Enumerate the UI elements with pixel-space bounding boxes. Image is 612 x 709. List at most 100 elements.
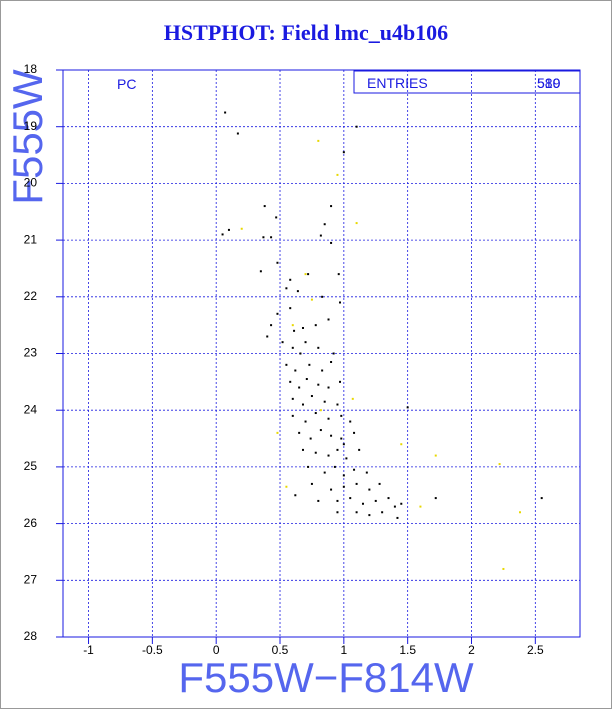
point [374, 499, 377, 502]
point [406, 406, 409, 409]
y-tick-label: 21 [24, 232, 38, 246]
point [285, 363, 288, 366]
point [327, 318, 330, 321]
point [308, 363, 311, 366]
point [285, 287, 288, 290]
point [434, 497, 437, 500]
stats-label: ENTRIES [367, 75, 428, 91]
point [301, 403, 304, 406]
point [291, 397, 294, 400]
point [340, 437, 343, 440]
point [365, 471, 368, 474]
point [327, 454, 330, 457]
point [275, 216, 278, 219]
point [319, 234, 322, 237]
y-tick-label: 19 [24, 119, 38, 133]
point [289, 380, 292, 383]
point [336, 511, 339, 514]
x-tick-label: 2.5 [527, 643, 544, 657]
point [368, 514, 371, 517]
point [289, 278, 292, 281]
chart-title: HSTPHOT: Field lmc_u4b106 [164, 20, 448, 45]
point [419, 505, 422, 508]
point [355, 511, 358, 514]
y-axis-label: F555W [4, 69, 51, 205]
point [368, 488, 371, 491]
point [393, 505, 396, 508]
point [336, 403, 339, 406]
point [355, 125, 358, 128]
point [281, 341, 284, 344]
point [332, 352, 335, 355]
plot-frame [62, 69, 581, 638]
x-tick-label: -1 [83, 643, 94, 657]
point [355, 222, 358, 225]
point [333, 465, 336, 468]
point [330, 488, 333, 491]
point [270, 236, 273, 239]
x-axis-label: F555W−F814W [178, 654, 474, 701]
point [378, 482, 381, 485]
point [298, 386, 301, 389]
point [270, 324, 273, 327]
point [294, 494, 297, 497]
point [263, 205, 266, 208]
point [540, 497, 543, 500]
point [285, 485, 288, 488]
point [307, 465, 310, 468]
point [314, 451, 317, 454]
y-tick-label: 22 [24, 289, 38, 303]
x-tick-label: 1.5 [399, 643, 416, 657]
point [276, 431, 279, 434]
point [339, 380, 342, 383]
point [336, 499, 339, 502]
y-tick-label: 24 [24, 402, 38, 416]
point [304, 341, 307, 344]
point [301, 326, 304, 329]
point [298, 431, 301, 434]
y-tick-label: 23 [24, 346, 38, 360]
point [330, 434, 333, 437]
point [355, 482, 358, 485]
point [291, 414, 294, 417]
point [342, 485, 345, 488]
point [314, 324, 317, 327]
point [353, 431, 356, 434]
point [310, 482, 313, 485]
y-tick-label: 18 [24, 62, 38, 76]
y-tick-label: 20 [24, 176, 38, 190]
point [323, 471, 326, 474]
point [336, 448, 339, 451]
point [400, 502, 403, 505]
x-tick-label: 1 [340, 643, 347, 657]
point [304, 420, 307, 423]
point [327, 386, 330, 389]
point [330, 361, 333, 364]
point [321, 295, 324, 298]
point [351, 397, 354, 400]
point [336, 173, 339, 176]
point [381, 511, 384, 514]
point [276, 261, 279, 264]
point [262, 236, 265, 239]
point [317, 499, 320, 502]
x-tick-label: -0.5 [142, 643, 163, 657]
point [502, 567, 505, 570]
point [317, 383, 320, 386]
point [342, 151, 345, 154]
point [294, 369, 297, 372]
point [342, 443, 345, 446]
point [291, 346, 294, 349]
point [293, 329, 296, 332]
point [342, 474, 345, 477]
point [340, 414, 343, 417]
point [339, 301, 342, 304]
point [323, 400, 326, 403]
point [353, 468, 356, 471]
point [299, 352, 302, 355]
point [387, 497, 390, 500]
point [345, 457, 348, 460]
point [301, 448, 304, 451]
point [319, 409, 322, 412]
